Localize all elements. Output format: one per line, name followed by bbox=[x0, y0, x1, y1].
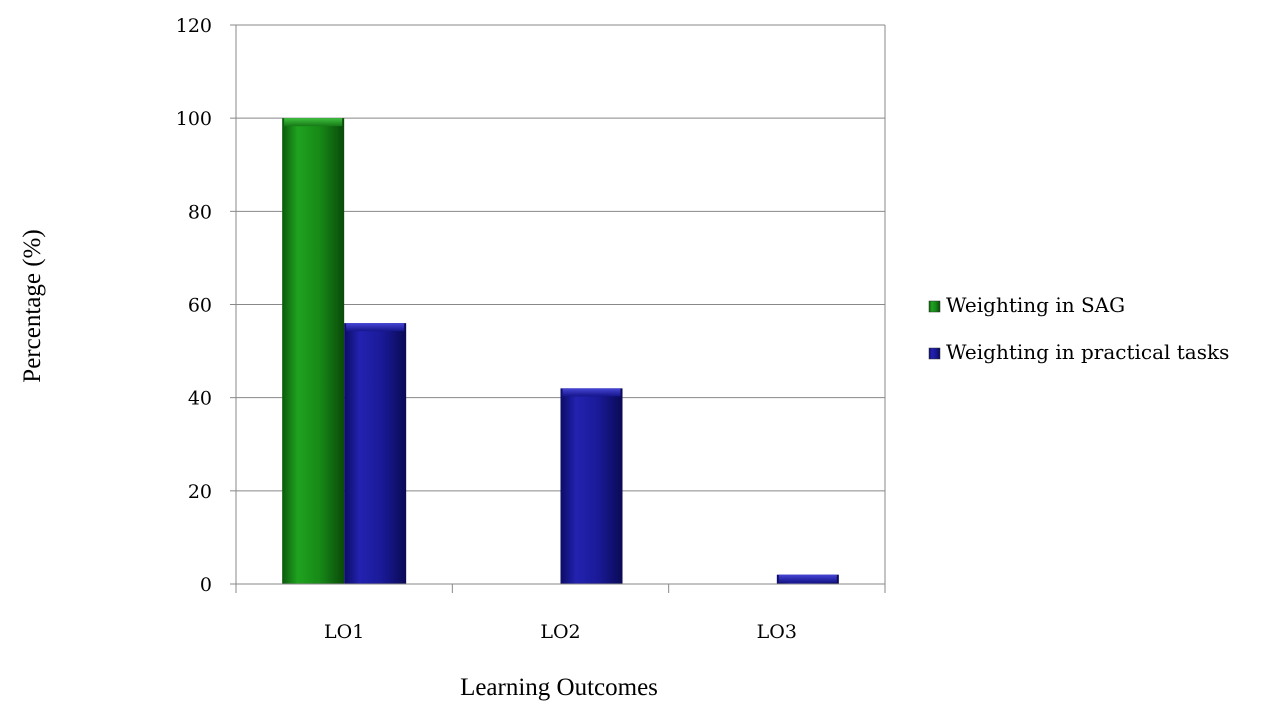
x-axis-title: Learning Outcomes bbox=[460, 674, 658, 701]
x-tick-label: LO2 bbox=[540, 621, 580, 643]
bar-cap bbox=[346, 323, 405, 332]
bar-cap bbox=[778, 574, 837, 583]
bars bbox=[282, 118, 839, 585]
y-tick-label: 120 bbox=[176, 15, 212, 37]
bar-cap bbox=[284, 118, 343, 127]
bar bbox=[282, 118, 345, 585]
bar-cap bbox=[562, 388, 621, 397]
legend-swatch bbox=[928, 300, 941, 313]
x-tick-labels: LO1 LO2 LO3 bbox=[235, 584, 886, 643]
y-axis-title: Percentage (%) bbox=[19, 229, 46, 382]
bar bbox=[344, 323, 407, 584]
legend-swatch bbox=[928, 347, 941, 360]
y-tick-label: 80 bbox=[188, 201, 212, 223]
y-tick-labels: 0 20 40 60 80 100 120 bbox=[176, 15, 236, 596]
x-tick-label: LO3 bbox=[757, 621, 797, 643]
y-tick-label: 0 bbox=[200, 574, 212, 596]
bar bbox=[560, 388, 623, 584]
y-tick-label: 40 bbox=[188, 388, 212, 410]
y-tick-label: 100 bbox=[176, 108, 212, 130]
y-tick-label: 20 bbox=[188, 481, 212, 503]
y-tick-label: 60 bbox=[188, 295, 212, 317]
legend: Weighting in SAG Weighting in practical t… bbox=[928, 293, 1229, 364]
legend-label: Weighting in practical tasks bbox=[946, 340, 1229, 364]
legend-label: Weighting in SAG bbox=[946, 293, 1125, 317]
x-tick-label: LO1 bbox=[324, 621, 364, 643]
